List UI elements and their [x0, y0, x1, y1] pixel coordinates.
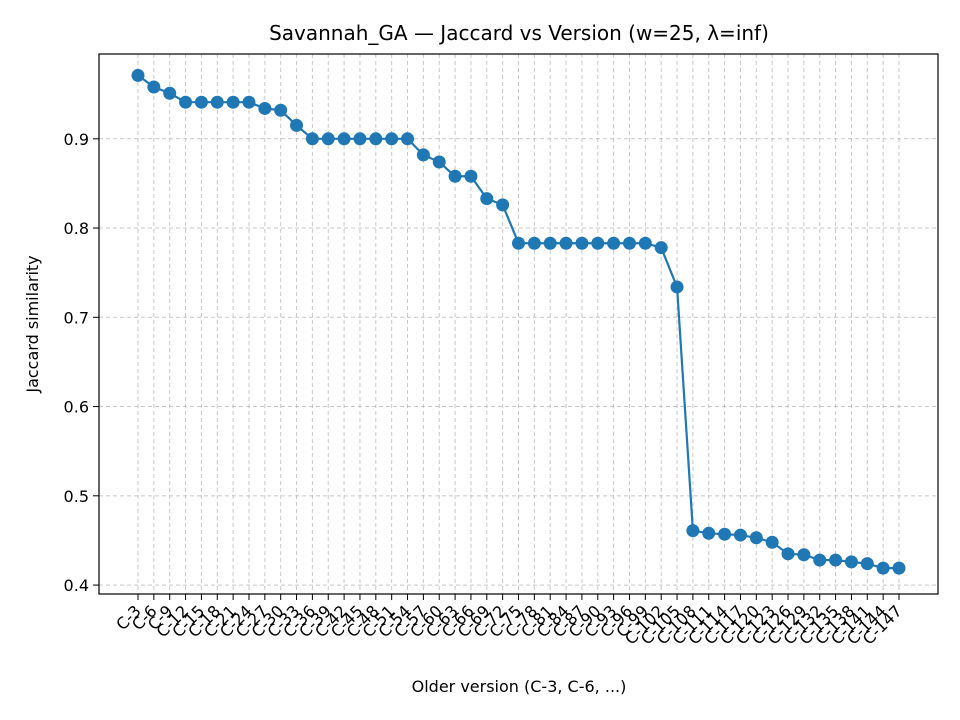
data-point [575, 236, 589, 250]
data-point [749, 531, 763, 545]
data-point [607, 236, 621, 250]
data-point [401, 132, 415, 146]
data-point [194, 95, 208, 109]
data-point [543, 236, 557, 250]
grid-layer [99, 54, 938, 594]
data-point [765, 535, 779, 549]
data-point [448, 169, 462, 183]
data-point [860, 557, 874, 571]
y-tick-label: 0.4 [64, 576, 89, 595]
y-tick-label: 0.8 [64, 219, 89, 238]
data-point [131, 68, 145, 82]
data-point [179, 95, 193, 109]
data-point [844, 555, 858, 569]
y-axis-label: Jaccard similarity [23, 255, 42, 393]
data-point [654, 241, 668, 255]
data-point [432, 155, 446, 169]
data-point [385, 132, 399, 146]
data-point [591, 236, 605, 250]
data-point [305, 132, 319, 146]
y-axis: 0.4 0.5 0.6 0.7 0.8 0.9 [64, 130, 99, 595]
y-tick-label: 0.9 [64, 130, 89, 149]
data-point [210, 95, 224, 109]
data-point [242, 95, 256, 109]
data-point [733, 528, 747, 542]
y-tick-label: 0.6 [64, 398, 89, 417]
x-axis: C-3C-6C-9C-12C-15C-18C-21C-24C-27C-30C-3… [112, 594, 906, 648]
data-point [353, 132, 367, 146]
data-point [258, 101, 272, 115]
data-point [464, 169, 478, 183]
data-point [480, 192, 494, 206]
data-point [797, 548, 811, 562]
data-point [369, 132, 383, 146]
data-point [670, 280, 684, 294]
data-point [496, 198, 510, 212]
data-point [512, 236, 525, 250]
data-point [416, 148, 430, 162]
data-point [527, 236, 541, 250]
y-tick-label: 0.7 [64, 308, 89, 327]
data-point [147, 80, 161, 94]
data-point [686, 524, 700, 538]
data-point [337, 132, 351, 146]
data-point [622, 236, 636, 250]
data-point [559, 236, 573, 250]
data-point [638, 236, 652, 250]
data-point [892, 561, 906, 575]
data-point [274, 103, 288, 117]
data-point [163, 86, 177, 100]
data-point [781, 547, 795, 561]
data-point [829, 553, 843, 567]
data-point [290, 118, 304, 132]
series-layer [131, 68, 906, 575]
chart-title: Savannah_GA — Jaccard vs Version (w=25, … [269, 21, 769, 45]
data-point [876, 561, 890, 575]
x-axis-label: Older version (C-3, C-6, ...) [412, 677, 627, 696]
data-point [718, 527, 732, 541]
data-point [813, 553, 827, 567]
y-tick-label: 0.5 [64, 487, 89, 506]
data-point [321, 132, 335, 146]
data-point [702, 526, 716, 540]
data-point [226, 95, 240, 109]
